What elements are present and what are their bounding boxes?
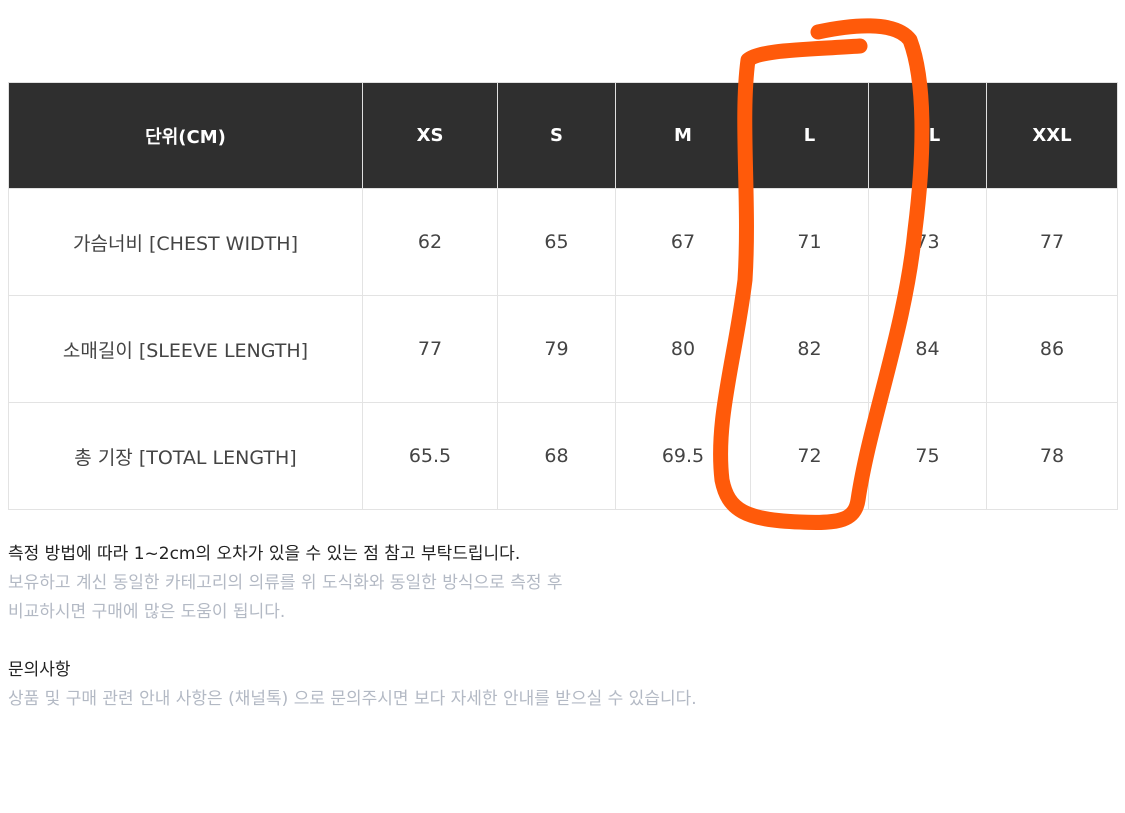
size-value-l: 71 [750, 188, 869, 296]
header-m: M [615, 82, 751, 189]
size-value-l: 82 [750, 295, 869, 403]
size-value-s: 65 [497, 188, 616, 296]
row-label: 총 기장 [TOTAL LENGTH] [8, 402, 363, 510]
size-value-xxl: 86 [986, 295, 1118, 403]
size-value-xxl: 78 [986, 402, 1118, 510]
size-value-m: 80 [615, 295, 751, 403]
row-label: 가슴너비 [CHEST WIDTH] [8, 188, 363, 296]
size-chart-table: 단위(CM) XS S M L XL XXL 가슴너비 [CHEST WIDTH… [8, 82, 1118, 510]
note-tolerance: 측정 방법에 따라 1~2cm의 오차가 있을 수 있는 점 참고 부탁드립니다… [8, 544, 521, 564]
table-row: 소매길이 [SLEEVE LENGTH] 77 79 80 82 84 86 [8, 295, 1118, 403]
size-value-m: 69.5 [615, 402, 751, 510]
size-value-m: 67 [615, 188, 751, 296]
size-value-xl: 84 [868, 295, 987, 403]
header-xs: XS [362, 82, 498, 189]
size-value-xl: 75 [868, 402, 987, 510]
note-measure: 보유하고 계신 동일한 카테고리의 의류를 위 도식화와 동일한 방식으로 측정… [8, 573, 563, 593]
size-value-s: 79 [497, 295, 616, 403]
size-value-xl: 73 [868, 188, 987, 296]
size-value-xs: 62 [362, 188, 498, 296]
note-compare: 비교하시면 구매에 많은 도움이 됩니다. [8, 602, 286, 622]
inquiry-title: 문의사항 [8, 660, 71, 680]
table-row: 총 기장 [TOTAL LENGTH] 65.5 68 69.5 72 75 78 [8, 402, 1118, 510]
size-value-l: 72 [750, 402, 869, 510]
header-row: 단위(CM) XS S M L XL XXL [8, 82, 1118, 189]
header-xxl: XXL [986, 82, 1118, 189]
header-unit: 단위(CM) [8, 82, 363, 189]
size-value-xs: 65.5 [362, 402, 498, 510]
header-xl: XL [868, 82, 987, 189]
notes: 측정 방법에 따라 1~2cm의 오차가 있을 수 있는 점 참고 부탁드립니다… [8, 540, 697, 714]
header-l: L [750, 82, 869, 189]
size-value-xxl: 77 [986, 188, 1118, 296]
table-row: 가슴너비 [CHEST WIDTH] 62 65 67 71 73 77 [8, 188, 1118, 296]
size-value-xs: 77 [362, 295, 498, 403]
size-value-s: 68 [497, 402, 616, 510]
header-s: S [497, 82, 616, 189]
row-label: 소매길이 [SLEEVE LENGTH] [8, 295, 363, 403]
inquiry-text: 상품 및 구매 관련 안내 사항은 (채널톡) 으로 문의주시면 보다 자세한 … [8, 689, 697, 709]
